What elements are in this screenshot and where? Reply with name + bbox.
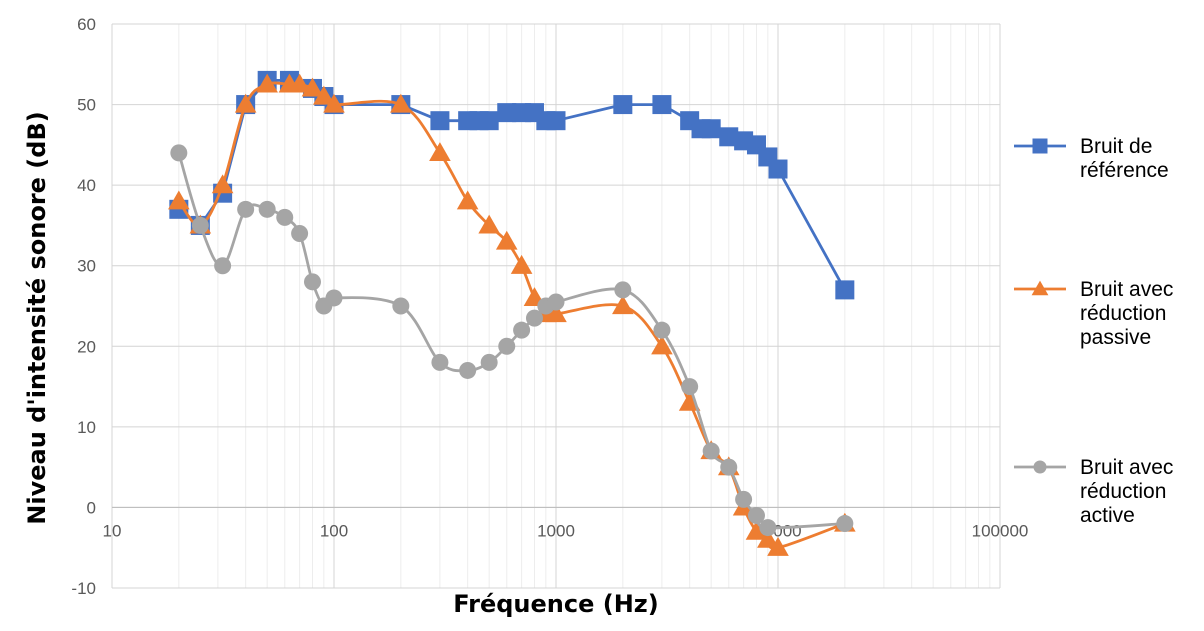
- data-point: [513, 322, 530, 339]
- legend-label: référence: [1080, 159, 1169, 182]
- y-tick-label: 40: [77, 176, 96, 195]
- y-tick-label: 30: [77, 257, 96, 276]
- data-point: [759, 519, 776, 536]
- data-point: [652, 95, 671, 114]
- data-point: [431, 354, 448, 371]
- y-tick-label: 10: [77, 418, 96, 437]
- data-point: [214, 257, 231, 274]
- x-tick-label: 10: [103, 521, 122, 540]
- y-axis-title: Niveau d'intensité sonore (dB): [23, 111, 51, 524]
- data-point: [304, 273, 321, 290]
- plot-series: [168, 71, 856, 556]
- data-point: [613, 95, 632, 114]
- series-circle: [170, 144, 853, 536]
- x-tick-label: 100: [320, 521, 348, 540]
- data-point: [481, 354, 498, 371]
- data-point: [457, 190, 479, 209]
- legend-label: Bruit de: [1080, 135, 1152, 158]
- data-point: [614, 281, 631, 298]
- legend-label: Bruit avec: [1080, 278, 1173, 301]
- x-axis-tick-labels: 10 100 1000 10000 100000: [103, 521, 1029, 540]
- data-point: [392, 298, 409, 315]
- x-tick-label: 100000: [972, 521, 1029, 540]
- data-point: [703, 443, 720, 460]
- data-point: [511, 255, 533, 274]
- data-point: [480, 111, 499, 130]
- legend-marker: [1034, 461, 1047, 474]
- data-point: [769, 160, 788, 179]
- data-point: [653, 322, 670, 339]
- x-axis-title: Fréquence (Hz): [453, 590, 658, 618]
- data-point: [192, 217, 209, 234]
- y-tick-label: 60: [77, 15, 96, 34]
- data-point: [259, 201, 276, 218]
- y-tick-label: 50: [77, 96, 96, 115]
- data-point: [326, 289, 343, 306]
- y-tick-label: 0: [87, 498, 96, 517]
- data-point: [702, 119, 721, 138]
- series-line: [179, 83, 845, 548]
- legend-label: active: [1080, 504, 1135, 527]
- legend-label: réduction: [1080, 480, 1166, 503]
- data-point: [498, 338, 515, 355]
- data-point: [835, 280, 854, 299]
- legend-label: passive: [1080, 326, 1151, 349]
- data-point: [237, 201, 254, 218]
- y-tick-label: 20: [77, 337, 96, 356]
- data-point: [836, 515, 853, 532]
- x-tick-label: 1000: [537, 521, 575, 540]
- data-point: [170, 144, 187, 161]
- data-point: [547, 111, 566, 130]
- y-axis-tick-labels: -10 0 10 20 30 40 50 60: [71, 15, 96, 598]
- data-point: [548, 293, 565, 310]
- data-point: [430, 111, 449, 130]
- legend-marker: [1033, 139, 1048, 154]
- data-point: [276, 209, 293, 226]
- data-point: [459, 362, 476, 379]
- data-point: [429, 142, 451, 161]
- data-point: [681, 378, 698, 395]
- data-point: [735, 491, 752, 508]
- y-tick-label: -10: [71, 579, 96, 598]
- legend-label: réduction: [1080, 302, 1166, 325]
- data-point: [720, 459, 737, 476]
- legend-label: Bruit avec: [1080, 456, 1173, 479]
- data-point: [291, 225, 308, 242]
